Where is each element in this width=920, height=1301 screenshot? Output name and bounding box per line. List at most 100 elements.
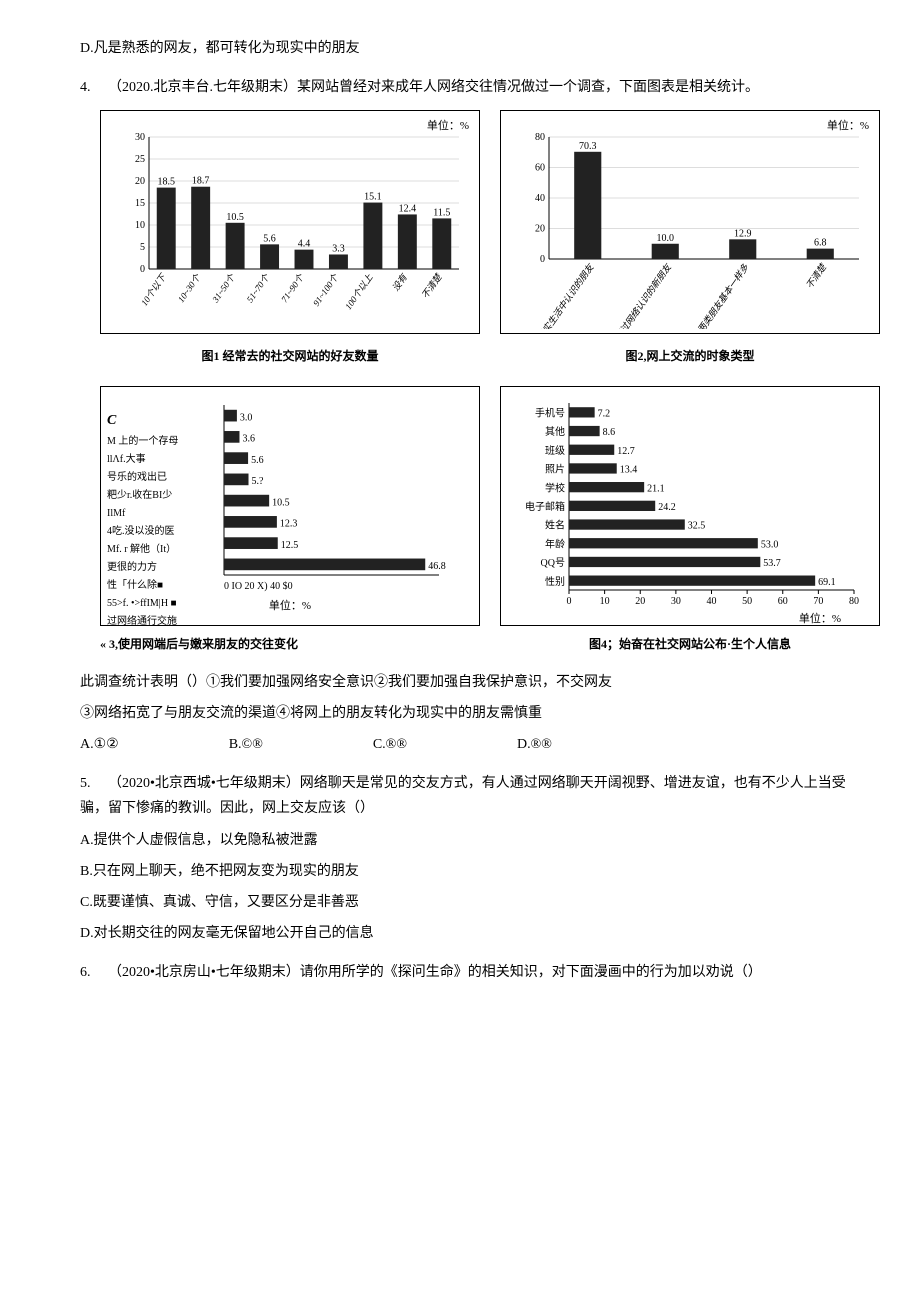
svg-text:姓名: 姓名 — [545, 519, 565, 532]
svg-text:91~100个: 91~100个 — [311, 272, 341, 308]
svg-text:13.4: 13.4 — [620, 465, 638, 476]
q4-stem: 4. （2020.北京丰台.七年级期末）某网站曾经对来成年人网络交往情况做过一个… — [80, 75, 860, 100]
svg-text:31~50个: 31~50个 — [210, 272, 238, 305]
svg-text:18.5: 18.5 — [157, 177, 175, 188]
svg-text:60: 60 — [535, 163, 545, 174]
svg-text:年龄: 年龄 — [545, 537, 565, 550]
svg-text:0: 0 — [140, 264, 145, 275]
svg-text:3.3: 3.3 — [332, 244, 345, 255]
svg-text:10.5: 10.5 — [226, 212, 244, 223]
chart2-box: 单位：% 02040608070.3大多是现实生活中认识的朋友10.0大多是通过… — [500, 110, 880, 334]
svg-text:15: 15 — [135, 198, 145, 209]
q6-source: （2020•北京房山•七年级期末）请你用所学的《探问生命》的相关知识，对下面漫画… — [108, 965, 762, 980]
option-d-prev: D.凡是熟悉的网友，都可转化为现实中的朋友 — [80, 36, 860, 61]
svg-text:12.3: 12.3 — [280, 519, 298, 530]
svg-text:10.0: 10.0 — [657, 233, 675, 244]
q5-source: （2020•北京西城•七年级期末）网络聊天是常见的交友方式，有人通过网络聊天开阔… — [80, 776, 846, 816]
svg-text:100个以上: 100个以上 — [343, 272, 375, 312]
q5-stem: 5. （2020•北京西城•七年级期末）网络聊天是常见的交友方式，有人通过网络聊… — [80, 771, 860, 821]
svg-text:0: 0 — [567, 596, 572, 607]
svg-text:4.4: 4.4 — [298, 239, 311, 250]
chart3-left-labels: C M 上的一个存母llΛf.大事号乐的戏出已粑少r.收在BI少IlMf4吃.没… — [107, 411, 203, 633]
svg-text:53.7: 53.7 — [763, 558, 781, 569]
svg-text:24.2: 24.2 — [658, 502, 676, 513]
svg-text:QQ号: QQ号 — [541, 557, 565, 569]
svg-text:80: 80 — [535, 132, 545, 143]
q4-analysis-2: ③网络拓宽了与朋友交流的渠道④将网上的朋友转化为现实中的朋友需慎重 — [80, 701, 860, 726]
q5-opt-b[interactable]: B.只在网上聊天，绝不把网友变为现实的朋友 — [80, 859, 860, 884]
svg-text:7.2: 7.2 — [598, 408, 611, 419]
svg-text:50: 50 — [742, 596, 752, 607]
svg-text:12.5: 12.5 — [281, 540, 299, 551]
svg-text:10.5: 10.5 — [272, 497, 290, 508]
q5-opt-c[interactable]: C.既要谨慎、真诚、守信，又要区分是非善恶 — [80, 890, 860, 915]
charts-grid: 单位：% 0 5 10 15 20 25 30 18.5 10个以下 18.7 10~30个 10.5… — [100, 110, 860, 626]
q5-opt-d[interactable]: D.对长期交往的网友毫无保留地公开自己的信息 — [80, 921, 860, 946]
svg-text:8.6: 8.6 — [603, 427, 616, 438]
q4-options: A.①② B.©® C.®® D.®® — [80, 732, 860, 757]
q4-number: 4. — [80, 80, 91, 95]
svg-text:不清楚: 不清楚 — [420, 271, 445, 300]
q6-stem: 6. （2020•北京房山•七年级期末）请你用所学的《探问生命》的相关知识，对下… — [80, 960, 860, 985]
q4-opt-d[interactable]: D.®® — [517, 732, 552, 757]
q4-opt-c[interactable]: C.®® — [373, 732, 407, 757]
q4-opt-a[interactable]: A.①② — [80, 732, 119, 757]
svg-text:大多是通过网络认识的新朋友: 大多是通过网络认识的新朋友 — [598, 262, 674, 329]
svg-text:21.1: 21.1 — [647, 483, 665, 494]
q4-analysis-1: 此调查统计表明（）①我们要加强网络安全意识②我们要加强自我保护意识，不交网友 — [80, 670, 860, 695]
svg-text:40: 40 — [535, 193, 545, 204]
caption-row-2: « 3,使用网端后与嫩来朋友的交往变化 图4；始奋在社交网站公布·生个人信息 — [100, 632, 860, 664]
chart3-c-letter: C — [107, 411, 203, 431]
chart1-box: 单位：% 0 5 10 15 20 25 30 18.5 10个以下 18.7 10~30个 10.5… — [100, 110, 480, 334]
svg-text:其他: 其他 — [545, 425, 565, 438]
svg-text:5.?: 5.? — [252, 476, 265, 487]
svg-text:69.1: 69.1 — [818, 577, 836, 588]
q4-opt-b[interactable]: B.©® — [229, 732, 263, 757]
chart2-unit: 单位：% — [827, 117, 869, 137]
svg-text:6.8: 6.8 — [814, 238, 827, 249]
svg-text:40: 40 — [707, 596, 717, 607]
svg-text:20: 20 — [635, 596, 645, 607]
chart3-caption: « 3,使用网端后与嫩来朋友的交往变化 — [100, 634, 480, 656]
svg-text:大多是现实生活中认识的朋友: 大多是现实生活中认识的朋友 — [520, 262, 596, 329]
q5-opt-a[interactable]: A.提供个人虚假信息，以免隐私被泄露 — [80, 828, 860, 853]
svg-text:10: 10 — [135, 220, 145, 231]
chart1-svg: 0 5 10 15 20 25 30 18.5 10个以下 18.7 10~30个 10.5 31~50… — [109, 119, 469, 329]
chart2-svg: 02040608070.3大多是现实生活中认识的朋友10.0大多是通过网络认识的… — [509, 119, 869, 329]
svg-text:12.9: 12.9 — [734, 229, 752, 240]
svg-text:电子邮箱: 电子邮箱 — [525, 500, 565, 513]
chart4-svg: 010203040506070807.2手机号8.6其他12.7班级13.4照片… — [509, 395, 869, 610]
svg-text:70: 70 — [813, 596, 823, 607]
chart4-caption: 图4；始奋在社交网站公布·生个人信息 — [500, 634, 880, 656]
chart1-caption: 图1 经常去的社交网站的好友数量 — [100, 346, 480, 368]
svg-text:71~90个: 71~90个 — [279, 272, 306, 305]
svg-text:照片: 照片 — [545, 463, 565, 476]
svg-text:10~30个: 10~30个 — [176, 272, 203, 305]
svg-text:60: 60 — [778, 596, 788, 607]
svg-text:30: 30 — [135, 132, 145, 143]
svg-text:不清楚: 不清楚 — [804, 261, 829, 290]
svg-text:53.0: 53.0 — [761, 539, 779, 550]
svg-text:12.4: 12.4 — [399, 204, 417, 215]
svg-text:46.8: 46.8 — [428, 561, 446, 572]
svg-text:5: 5 — [140, 242, 145, 253]
svg-text:25: 25 — [135, 154, 145, 165]
svg-text:10: 10 — [600, 596, 610, 607]
chart1-unit: 单位：% — [427, 117, 469, 137]
svg-text:12.7: 12.7 — [617, 446, 635, 457]
svg-text:32.5: 32.5 — [688, 521, 706, 532]
svg-text:0: 0 — [540, 254, 545, 265]
svg-text:3.0: 3.0 — [240, 412, 253, 423]
svg-text:学校: 学校 — [545, 481, 565, 494]
svg-text:手机号: 手机号 — [535, 406, 565, 419]
q4-source: （2020.北京丰台.七年级期末）某网站曾经对来成年人网络交往情况做过一个调查，… — [108, 80, 759, 95]
svg-text:20: 20 — [135, 176, 145, 187]
svg-text:51~70个: 51~70个 — [245, 272, 272, 305]
svg-text:18.7: 18.7 — [192, 176, 210, 187]
svg-text:70.3: 70.3 — [579, 141, 597, 152]
svg-text:5.6: 5.6 — [263, 234, 276, 245]
svg-text:班级: 班级 — [545, 445, 565, 457]
svg-text:0 IO 20 X) 40 $0: 0 IO 20 X) 40 $0 — [224, 581, 293, 592]
svg-text:10个以下: 10个以下 — [139, 271, 169, 308]
chart3-box: C M 上的一个存母llΛf.大事号乐的戏出已粑少r.收在BI少IlMf4吃.没… — [100, 386, 480, 626]
